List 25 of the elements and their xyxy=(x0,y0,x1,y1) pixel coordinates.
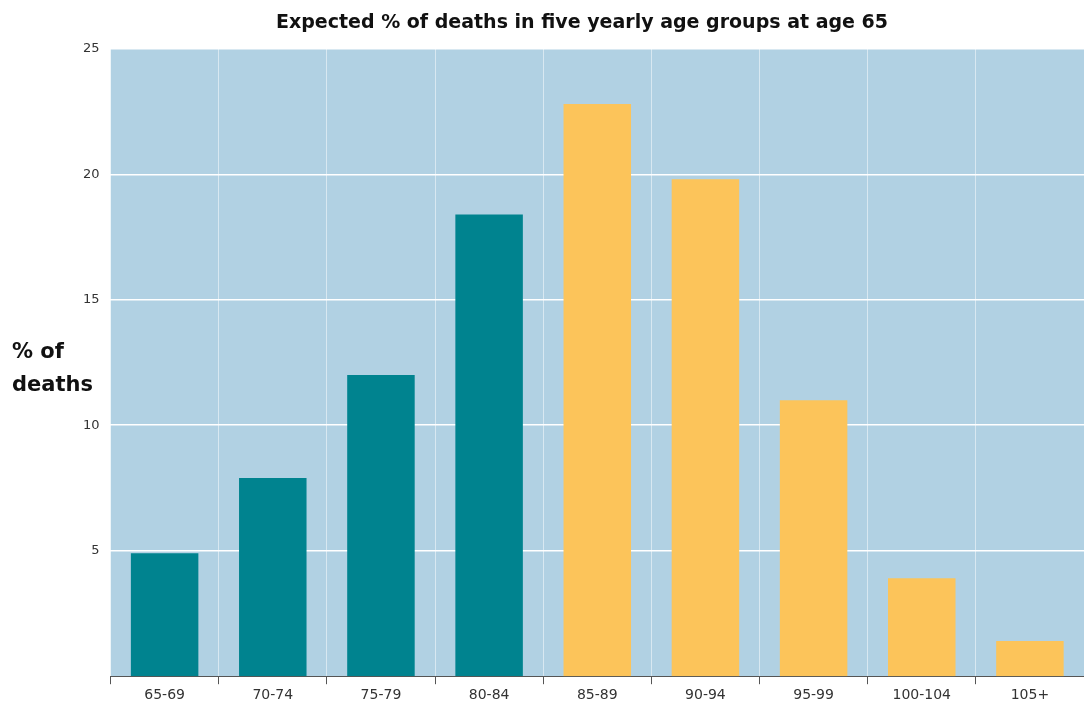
x-tick-label: 80-84 xyxy=(468,686,510,703)
bar xyxy=(239,477,307,677)
x-tick-label: 100-104 xyxy=(892,686,952,703)
bar xyxy=(888,578,956,677)
x-tick-label: 95-99 xyxy=(793,686,834,703)
x-tick-label: 75-79 xyxy=(360,686,402,703)
y-tick-label: 10 xyxy=(83,416,100,432)
bar xyxy=(671,179,740,677)
bar xyxy=(563,104,632,677)
x-tick-label: 105+ xyxy=(1010,686,1050,703)
y-tick-label: 20 xyxy=(83,165,100,181)
y-tick-label: 15 xyxy=(83,291,100,307)
x-tick-label: 65-69 xyxy=(144,686,185,703)
bar xyxy=(130,553,199,677)
x-tick-label: 90-94 xyxy=(685,686,726,703)
y-tick-label: 25 xyxy=(83,40,100,56)
bar xyxy=(347,375,415,677)
bar xyxy=(455,214,523,677)
bar xyxy=(779,400,848,677)
chart-title: Expected % of deaths in five yearly age groups at age 65 xyxy=(275,10,889,33)
x-tick-label: 70-74 xyxy=(252,686,294,703)
bar xyxy=(996,641,1064,677)
y-tick-label: 5 xyxy=(91,542,100,558)
y-axis-title: % of deaths xyxy=(12,338,94,398)
x-tick-label: 85-89 xyxy=(576,686,618,703)
